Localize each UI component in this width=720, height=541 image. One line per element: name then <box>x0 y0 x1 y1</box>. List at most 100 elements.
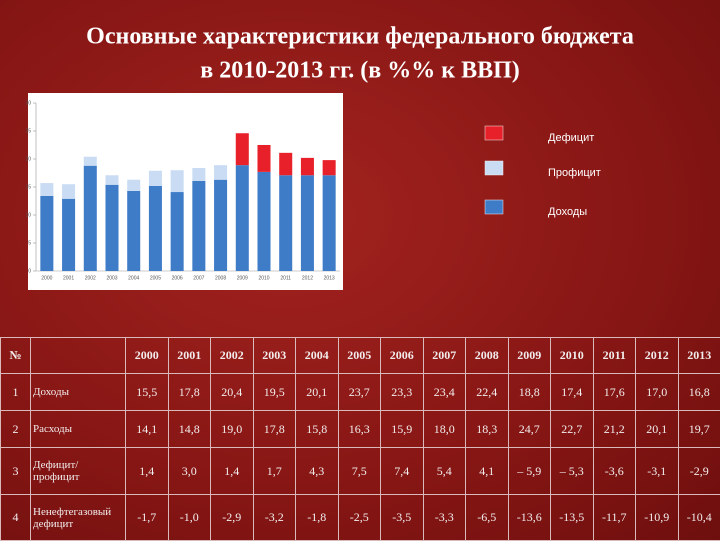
table-cell: 5,4 <box>423 448 466 495</box>
bar-segment <box>40 183 53 196</box>
table-cell: 19,0 <box>211 411 254 448</box>
table-cell: -1,7 <box>126 495 169 541</box>
bar-segment <box>236 133 249 165</box>
table-cell: 7,4 <box>381 448 424 495</box>
table-cell: 16,3 <box>338 411 381 448</box>
legend-label: Дефицит <box>548 132 594 144</box>
table-cell: 7,5 <box>338 448 381 495</box>
x-tick-label: 2001 <box>63 275 74 281</box>
table-cell: 21,2 <box>593 411 636 448</box>
table-cell: Ненефтегазовый дефицит <box>31 495 126 541</box>
table-cell: 2007 <box>423 338 466 374</box>
table-cell <box>31 338 126 374</box>
legend-label: Профицит <box>548 167 601 179</box>
bar-segment <box>171 170 184 192</box>
legend-label: Доходы <box>548 206 587 218</box>
table-cell: 20,4 <box>211 374 254 411</box>
y-tick-label: 10 <box>25 212 31 218</box>
bar-segment <box>40 196 53 271</box>
chart-panel <box>28 93 343 290</box>
bar-segment <box>127 180 140 191</box>
title-line: Основные характеристики федерального бюд… <box>86 24 634 50</box>
y-tick-label: 15 <box>25 184 31 190</box>
table-cell: 15,8 <box>296 411 339 448</box>
bar-segment <box>214 165 227 180</box>
bar-segment <box>105 185 118 271</box>
table-cell: Расходы <box>31 411 126 448</box>
bar-segment <box>62 199 75 271</box>
x-tick-label: 2008 <box>215 275 226 281</box>
table-cell: 20,1 <box>296 374 339 411</box>
table-cell: 18,3 <box>466 411 509 448</box>
legend-swatch <box>485 126 503 140</box>
bar-segment <box>257 145 270 172</box>
table-cell: -3,1 <box>636 448 679 495</box>
bar-segment <box>279 153 292 175</box>
y-tick-label: 20 <box>25 156 31 162</box>
table-cell: 17,6 <box>593 374 636 411</box>
table-cell: 2006 <box>381 338 424 374</box>
table-cell: 19,5 <box>253 374 296 411</box>
table-cell: -3,3 <box>423 495 466 541</box>
table-cell: 23,3 <box>381 374 424 411</box>
x-tick-label: 2000 <box>41 275 52 281</box>
bar-segment <box>257 172 270 271</box>
x-tick-label: 2012 <box>302 275 313 281</box>
table-cell: 2001 <box>168 338 211 374</box>
bar-segment <box>149 171 162 186</box>
table-cell: 19,7 <box>678 411 720 448</box>
table-cell: Дефицит/профицит <box>31 448 126 495</box>
bar-segment <box>149 186 162 271</box>
table-cell: -13,5 <box>551 495 594 541</box>
legend-swatch <box>485 161 503 175</box>
table-cell: 20,1 <box>636 411 679 448</box>
table-cell: 17,8 <box>168 374 211 411</box>
bar-segment <box>192 168 205 181</box>
table-cell: 17,0 <box>636 374 679 411</box>
table-cell: № <box>1 338 31 374</box>
x-tick-label: 2011 <box>280 275 291 281</box>
table-cell: 4 <box>1 495 31 541</box>
slide-top: Основные характеристики федерального бюд… <box>0 0 720 337</box>
table-cell: Доходы <box>31 374 126 411</box>
table-cell: 17,4 <box>551 374 594 411</box>
x-tick-label: 2007 <box>193 275 204 281</box>
bar-segment <box>192 181 205 271</box>
y-tick-label: 5 <box>28 240 31 246</box>
table-cell: 3 <box>1 448 31 495</box>
x-tick-label: 2009 <box>237 275 248 281</box>
bar-segment <box>171 192 184 271</box>
table-cell: -2,9 <box>211 495 254 541</box>
table-cell: 22,4 <box>466 374 509 411</box>
table-cell: 1,4 <box>126 448 169 495</box>
table-cell: 4,1 <box>466 448 509 495</box>
table-cell: 16,8 <box>678 374 720 411</box>
table-cell: 15,9 <box>381 411 424 448</box>
table-cell: 3,0 <box>168 448 211 495</box>
table-cell: -11,7 <box>593 495 636 541</box>
table-cell: 14,8 <box>168 411 211 448</box>
bar-segment <box>62 184 75 199</box>
table-cell: -6,5 <box>466 495 509 541</box>
table-cell: 17,8 <box>253 411 296 448</box>
table-cell: – 5,9 <box>508 448 551 495</box>
bar-segment <box>84 166 97 271</box>
table-cell: 15,5 <box>126 374 169 411</box>
table-cell: 2010 <box>551 338 594 374</box>
x-tick-label: 2005 <box>150 275 161 281</box>
table-cell: -13,6 <box>508 495 551 541</box>
table-cell: 2005 <box>338 338 381 374</box>
table-cell: 18,8 <box>508 374 551 411</box>
table-cell: 2 <box>1 411 31 448</box>
table-cell: -10,9 <box>636 495 679 541</box>
y-tick-label: 0 <box>28 268 31 274</box>
x-tick-label: 2004 <box>128 275 139 281</box>
table-cell: 23,4 <box>423 374 466 411</box>
bar-segment <box>127 191 140 271</box>
x-tick-label: 2002 <box>85 275 96 281</box>
y-tick-label: 25 <box>25 128 31 134</box>
table-cell: -10,4 <box>678 495 720 541</box>
